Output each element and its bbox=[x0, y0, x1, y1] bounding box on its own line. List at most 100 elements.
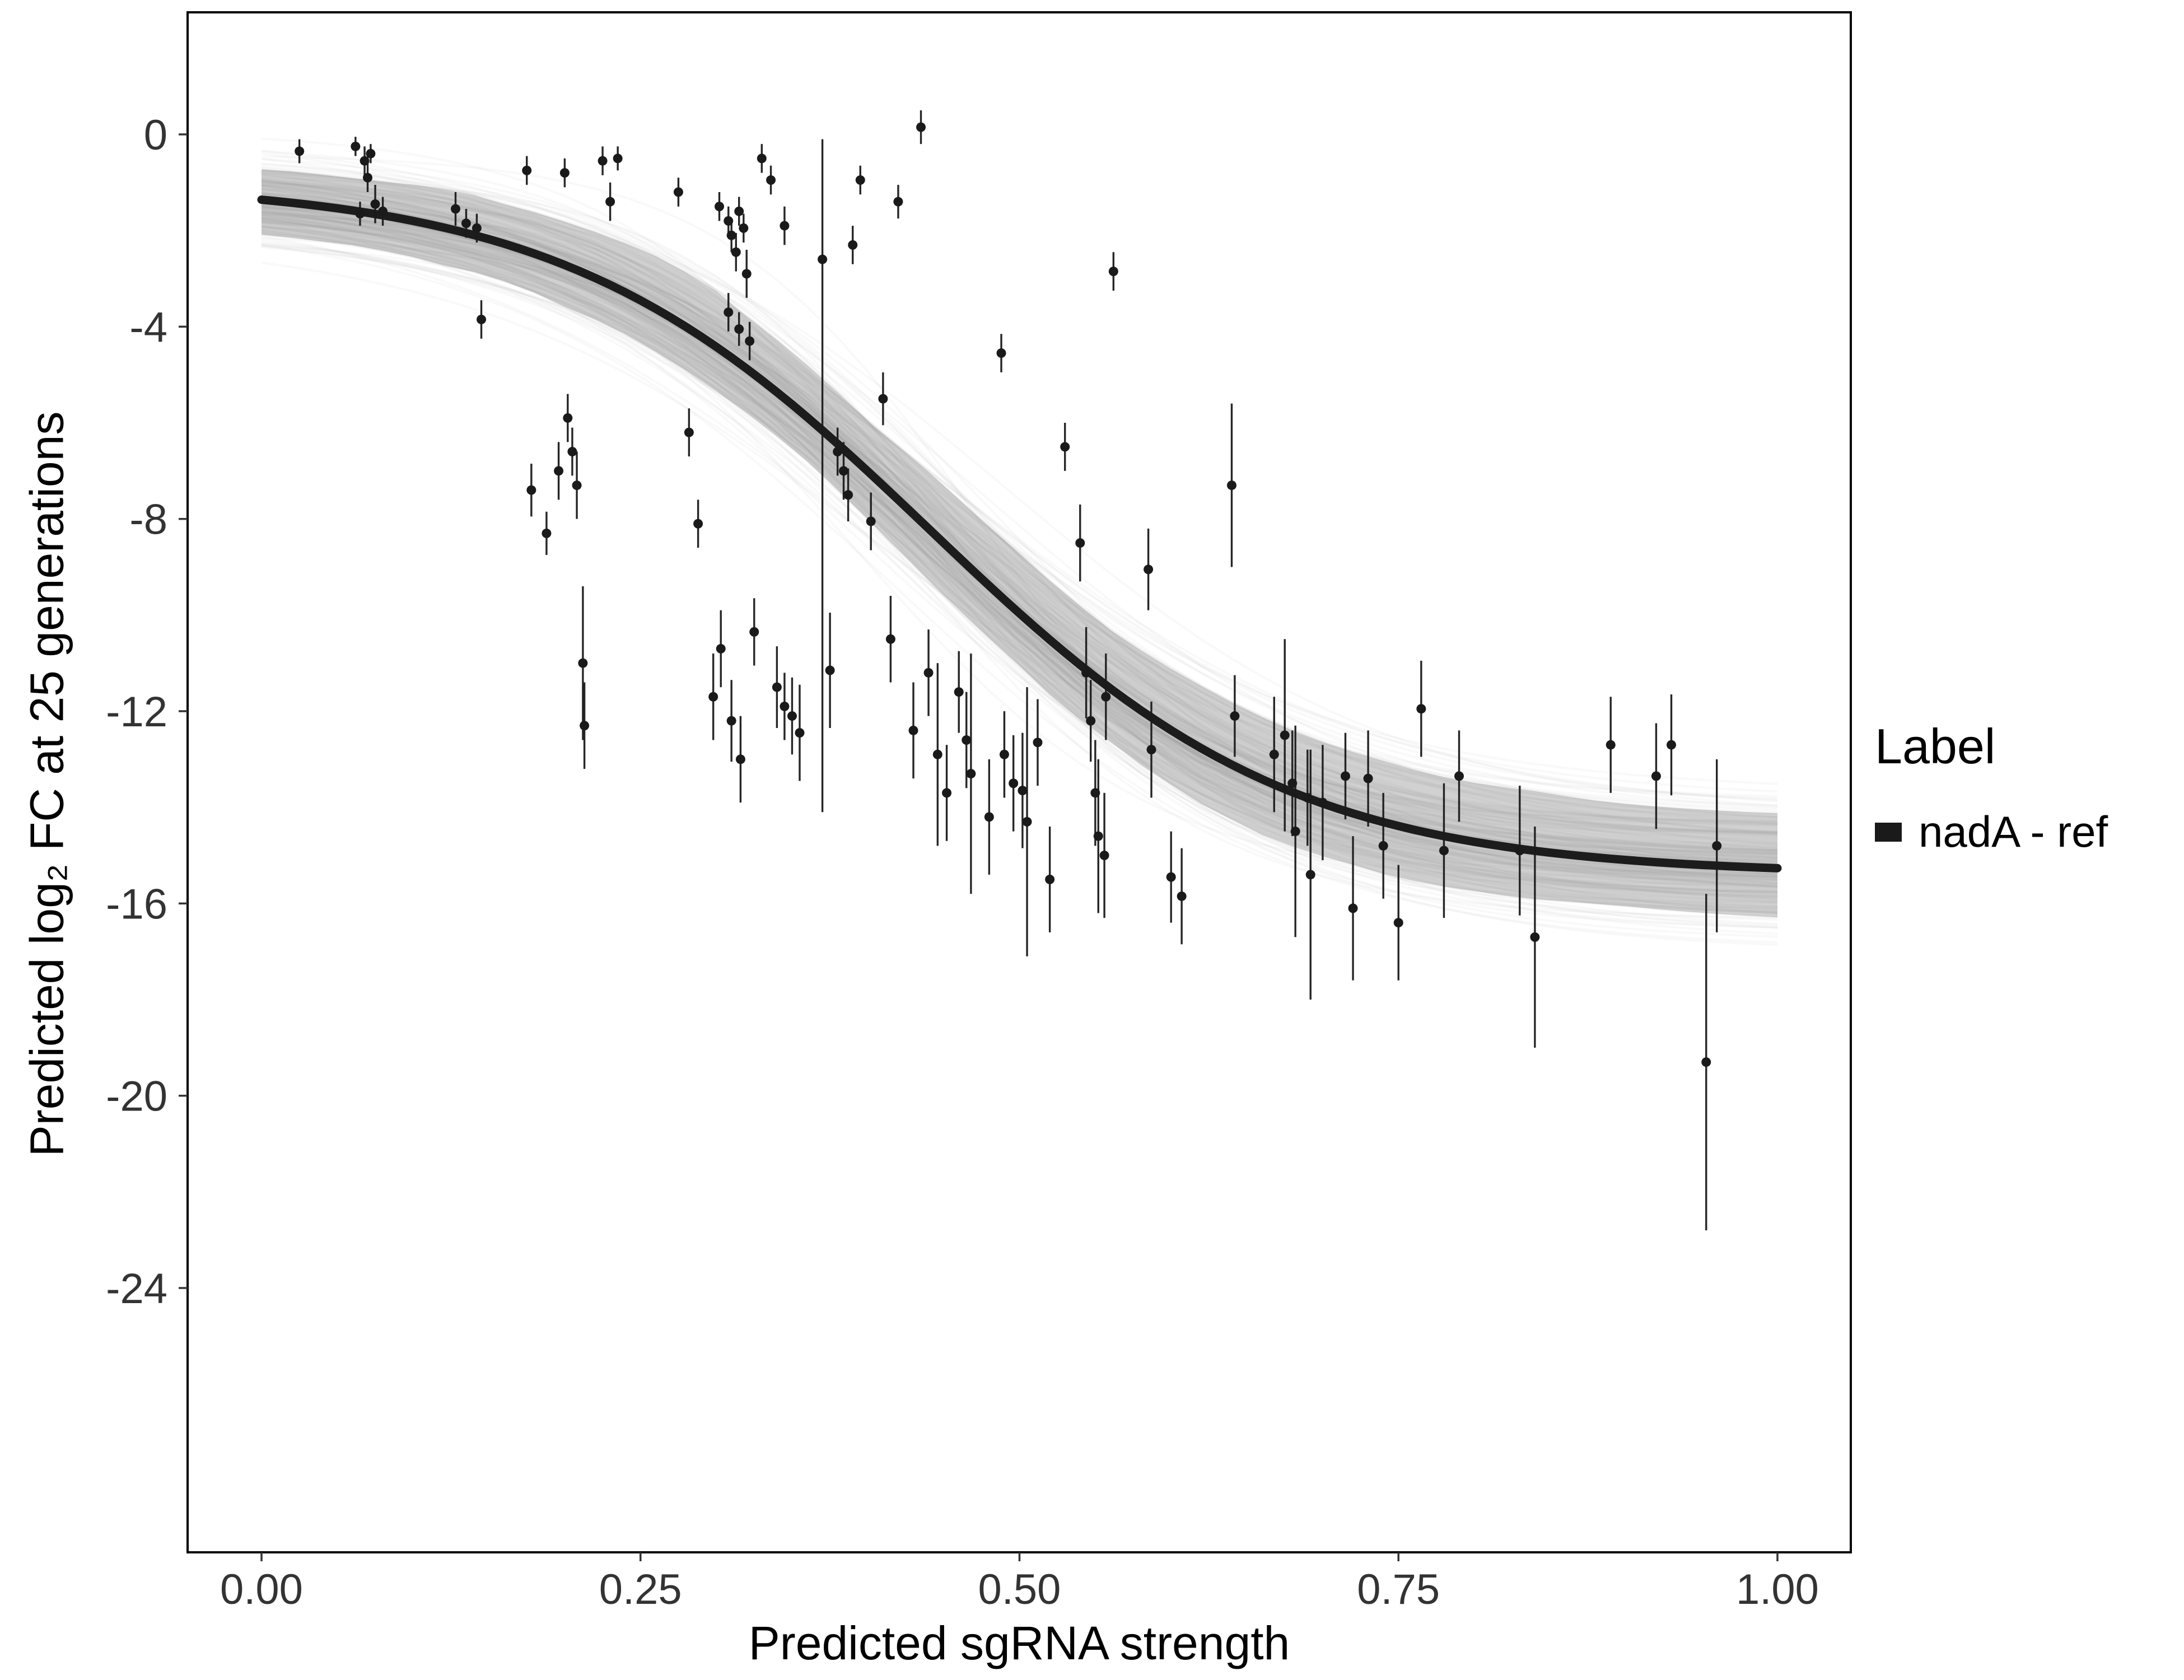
uncertainty-draw bbox=[261, 221, 1778, 876]
data-point bbox=[966, 769, 976, 779]
uncertainty-draw bbox=[261, 168, 1778, 848]
uncertainty-draw bbox=[261, 173, 1778, 866]
uncertainty-draw bbox=[261, 232, 1778, 878]
data-point bbox=[605, 197, 615, 207]
data-point bbox=[578, 658, 588, 668]
uncertainty-draw bbox=[261, 209, 1778, 785]
y-tick-label: -4 bbox=[129, 304, 167, 351]
data-point bbox=[996, 348, 1006, 358]
data-point bbox=[1530, 932, 1540, 942]
uncertainty-draw bbox=[261, 195, 1778, 836]
data-point bbox=[1280, 730, 1290, 740]
data-point bbox=[567, 446, 577, 456]
data-point bbox=[559, 168, 570, 178]
data-point bbox=[1009, 778, 1019, 788]
uncertainty-draw bbox=[261, 180, 1778, 864]
uncertainty-draw bbox=[261, 183, 1778, 801]
uncertainty-draw bbox=[261, 170, 1778, 807]
uncertainty-draw bbox=[261, 169, 1778, 881]
uncertainty-draw bbox=[261, 212, 1778, 859]
uncertainty-draw bbox=[261, 202, 1778, 833]
data-point bbox=[693, 519, 703, 529]
y-tick-label: 0 bbox=[144, 111, 167, 159]
data-point bbox=[984, 812, 994, 822]
fit-curve bbox=[257, 195, 1782, 872]
y-tick-label: -24 bbox=[106, 1265, 167, 1313]
uncertainty-draw bbox=[261, 244, 1778, 944]
x-tick-label: 1.00 bbox=[1736, 1566, 1819, 1613]
uncertainty-draw bbox=[261, 169, 1778, 854]
uncertainty-draw bbox=[261, 193, 1778, 873]
data-point bbox=[1439, 846, 1449, 856]
legend: Label nadA - ref bbox=[1875, 718, 2108, 857]
uncertainty-draw bbox=[261, 201, 1778, 929]
data-point bbox=[724, 307, 734, 318]
uncertainty-draw bbox=[261, 221, 1778, 908]
data-point bbox=[908, 725, 918, 735]
uncertainty-draw bbox=[261, 200, 1778, 859]
uncertainty-draw bbox=[261, 179, 1778, 899]
uncertainty-draw bbox=[261, 202, 1778, 872]
uncertainty-draw bbox=[261, 199, 1778, 827]
data-point bbox=[684, 427, 694, 437]
uncertainty-draw bbox=[261, 196, 1778, 867]
data-point bbox=[757, 153, 767, 164]
uncertainty-draw bbox=[261, 209, 1778, 921]
data-point bbox=[526, 485, 536, 495]
data-point bbox=[1146, 745, 1156, 755]
uncertainty-draw bbox=[261, 235, 1778, 888]
uncertainty-draw bbox=[261, 209, 1778, 946]
data-point bbox=[542, 528, 552, 538]
uncertainty-draw bbox=[261, 188, 1778, 837]
uncertainty-draw bbox=[261, 206, 1778, 850]
data-point bbox=[962, 735, 972, 745]
data-point bbox=[1226, 480, 1236, 491]
uncertainty-draw bbox=[261, 206, 1778, 875]
data-point bbox=[1269, 749, 1279, 759]
data-point bbox=[613, 153, 623, 164]
uncertainty-draw bbox=[261, 169, 1778, 888]
data-point bbox=[916, 122, 926, 132]
data-point bbox=[1651, 771, 1661, 781]
uncertainty-draw bbox=[261, 152, 1778, 844]
uncertainty-draw bbox=[261, 196, 1778, 925]
uncertainty-draw bbox=[261, 222, 1778, 852]
uncertainty-draw bbox=[261, 243, 1778, 888]
data-point bbox=[780, 701, 790, 711]
uncertainty-draw bbox=[261, 193, 1778, 882]
uncertainty-draw bbox=[261, 198, 1778, 836]
data-point bbox=[1177, 891, 1187, 901]
data-point bbox=[1086, 716, 1096, 726]
uncertainty-draw bbox=[261, 208, 1778, 834]
data-point bbox=[1108, 267, 1118, 277]
data-point bbox=[554, 466, 564, 476]
data-point bbox=[741, 269, 752, 279]
data-point bbox=[1712, 841, 1722, 851]
data-point bbox=[362, 172, 372, 183]
data-point bbox=[739, 223, 749, 233]
data-point bbox=[1667, 740, 1677, 750]
uncertainty-draw bbox=[261, 178, 1778, 893]
uncertainty-draw bbox=[261, 188, 1778, 878]
x-tick-label: 0.25 bbox=[599, 1566, 682, 1613]
data-point bbox=[1515, 846, 1525, 856]
data-point bbox=[838, 466, 848, 476]
data-point bbox=[1075, 538, 1085, 548]
uncertainty-draw bbox=[261, 211, 1778, 903]
data-point bbox=[1454, 771, 1464, 781]
uncertainty-draw bbox=[261, 188, 1778, 854]
uncertainty-draw bbox=[261, 172, 1778, 803]
uncertainty-draw bbox=[261, 217, 1778, 900]
uncertainty-draw bbox=[261, 217, 1778, 879]
y-tick-label: -20 bbox=[106, 1073, 167, 1121]
data-point bbox=[572, 480, 582, 491]
y-axis-title: Predicted log₂ FC at 25 generations bbox=[20, 411, 73, 1157]
data-point bbox=[734, 324, 744, 334]
uncertainty-draw bbox=[261, 209, 1778, 895]
data-point bbox=[716, 643, 726, 654]
uncertainty-draw bbox=[261, 171, 1778, 860]
uncertainty-draw bbox=[261, 212, 1778, 895]
data-point bbox=[726, 716, 736, 726]
uncertainty-draw bbox=[261, 206, 1778, 885]
uncertainty-draw bbox=[261, 202, 1778, 825]
